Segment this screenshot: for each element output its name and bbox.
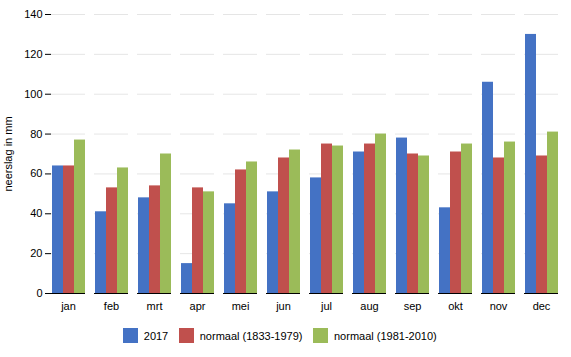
svg-text:120: 120 bbox=[24, 48, 42, 60]
svg-text:okt: okt bbox=[448, 300, 463, 312]
html-text:2017: 2017 bbox=[143, 329, 169, 342]
svg-text:20: 20 bbox=[30, 247, 42, 259]
svg-text:apr: apr bbox=[190, 300, 206, 312]
svg-text:100: 100 bbox=[24, 88, 42, 100]
svg-text:80: 80 bbox=[30, 128, 42, 140]
svg-text:nov: nov bbox=[490, 300, 508, 312]
svg-text:40: 40 bbox=[30, 207, 42, 219]
svg-text:sep: sep bbox=[404, 300, 422, 312]
svg-text:neerslag in mm: neerslag in mm bbox=[2, 116, 14, 191]
svg-text:jan: jan bbox=[60, 300, 76, 312]
html-text:normaal (1981-2010): normaal (1981-2010) bbox=[334, 329, 437, 342]
svg-text:aug: aug bbox=[360, 300, 378, 312]
svg-text:60: 60 bbox=[30, 167, 42, 179]
svg-text:mrt: mrt bbox=[147, 300, 163, 312]
svg-text:0: 0 bbox=[36, 287, 42, 299]
svg-text:140: 140 bbox=[24, 8, 42, 20]
svg-text:mei: mei bbox=[232, 300, 250, 312]
svg-text:jul: jul bbox=[320, 300, 332, 312]
html-text:normaal (1833-1979): normaal (1833-1979) bbox=[199, 329, 303, 342]
svg-text:jun: jun bbox=[275, 300, 291, 312]
svg-text:dec: dec bbox=[533, 300, 551, 312]
svg-text:feb: feb bbox=[104, 300, 119, 312]
